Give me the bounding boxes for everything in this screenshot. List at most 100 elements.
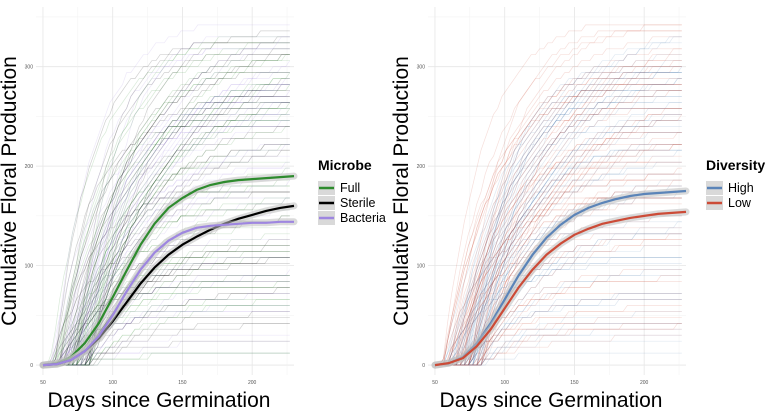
trajectory-line — [43, 114, 290, 366]
trajectory-line — [43, 72, 290, 366]
trajectory-line — [43, 102, 291, 366]
trajectory-line — [435, 322, 682, 366]
trajectory-line — [435, 102, 682, 366]
trajectory-line — [435, 66, 682, 366]
trajectory-line — [43, 191, 290, 366]
trajectory-line — [43, 54, 290, 366]
trajectory-line — [435, 161, 682, 366]
trajectory-line — [43, 239, 290, 366]
trajectory-line — [435, 90, 682, 366]
trajectory-line — [43, 24, 290, 366]
trajectory-line — [435, 114, 682, 366]
trajectory-line — [43, 126, 290, 366]
trajectory-line — [43, 245, 290, 366]
trajectory-line — [43, 120, 290, 366]
trajectory-line — [43, 340, 290, 366]
trajectory-line — [43, 352, 290, 366]
trajectory-line — [43, 143, 290, 366]
trajectory-line — [43, 78, 290, 366]
trajectory-line — [43, 191, 290, 366]
trajectory-line — [435, 30, 682, 366]
trajectory-line — [435, 84, 682, 366]
trajectory-line — [43, 120, 290, 366]
trajectory-line — [435, 66, 682, 366]
trajectory-line — [435, 78, 682, 366]
trajectory-line — [435, 161, 682, 366]
trajectory-line — [43, 310, 290, 366]
trajectory-line — [43, 42, 290, 366]
trajectory-line — [43, 54, 290, 366]
trajectory-line — [435, 131, 682, 366]
trajectory-line — [435, 60, 682, 366]
trajectory-line — [43, 84, 290, 366]
trajectory-line — [435, 173, 682, 366]
trajectory-line — [435, 131, 682, 366]
trajectory-line — [435, 131, 682, 366]
trajectory-line — [43, 239, 290, 366]
trajectory-line — [43, 340, 290, 366]
trajectory-line — [43, 54, 290, 366]
trajectory-line — [43, 90, 290, 366]
trajectory-line — [43, 36, 290, 366]
trajectory-line — [435, 161, 682, 366]
trajectory-line — [435, 78, 682, 366]
trajectory-line — [435, 352, 682, 366]
trajectory-line — [435, 72, 682, 366]
trajectory-line — [43, 108, 290, 366]
trajectory-line — [435, 48, 682, 366]
trajectory-line — [435, 120, 682, 366]
trajectory-line — [435, 131, 682, 366]
trajectory-line — [43, 72, 290, 366]
x-axis-title: Days since Germination — [48, 389, 271, 411]
trajectory-line — [435, 108, 682, 366]
trajectory-line — [43, 137, 290, 366]
trajectory-line — [43, 143, 290, 366]
x-tick-label: 50 — [432, 380, 438, 386]
trajectory-line — [43, 209, 290, 366]
trajectory-line — [43, 293, 290, 366]
trajectory-line — [435, 72, 682, 366]
trajectory-line — [435, 322, 682, 366]
trajectory-line — [435, 36, 682, 366]
legend-title: Diversity — [706, 157, 765, 173]
trajectory-line — [43, 42, 290, 366]
legend-title: Microbe — [318, 157, 372, 173]
trajectory-line — [43, 48, 290, 366]
trajectory-line — [435, 120, 682, 366]
trajectory-line — [435, 203, 682, 366]
trajectory-line — [43, 30, 290, 366]
trajectory-line — [43, 84, 290, 366]
trajectory-line — [43, 245, 290, 366]
trajectory-line — [435, 173, 682, 366]
trajectory-line — [435, 90, 682, 366]
trajectory-line — [435, 328, 682, 366]
trajectory-line — [435, 143, 682, 366]
trajectory-line — [43, 191, 290, 366]
trajectory-line — [43, 257, 290, 366]
trajectory-line — [43, 275, 290, 366]
trajectory-line — [435, 36, 682, 366]
individual-trajectories — [43, 24, 291, 366]
trajectory-line — [435, 221, 682, 366]
trajectory-line — [43, 42, 290, 366]
trajectory-line — [43, 257, 290, 366]
trajectory-line — [435, 322, 682, 366]
trajectory-line — [43, 161, 290, 366]
y-tick-label: 0 — [30, 363, 33, 369]
x-tick-label: 200 — [248, 380, 257, 386]
trajectory-line — [43, 126, 290, 366]
trajectory-line — [435, 293, 682, 366]
trajectory-line — [43, 72, 291, 366]
trajectory-line — [435, 143, 682, 366]
trajectory-line — [435, 84, 682, 366]
trajectory-line — [435, 239, 682, 366]
trajectory-line — [43, 108, 291, 366]
trajectory-line — [435, 60, 682, 366]
trajectory-line — [43, 78, 290, 366]
trajectory-line — [43, 233, 290, 366]
legend-label-high: High — [728, 181, 754, 195]
trajectory-line — [435, 30, 682, 366]
trajectory-line — [435, 245, 682, 366]
trajectory-line — [43, 96, 290, 366]
